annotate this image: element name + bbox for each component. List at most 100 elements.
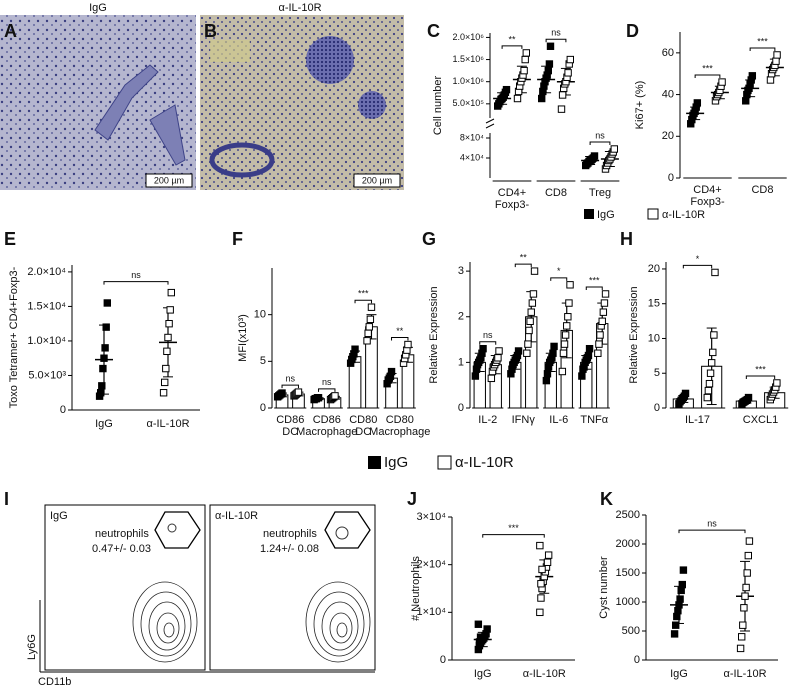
contour [132, 581, 198, 663]
data-point [103, 299, 111, 307]
data-point [367, 303, 376, 311]
event-cluster [167, 523, 177, 533]
significance-bracket [749, 47, 776, 51]
panel-letter: G [422, 229, 436, 249]
data-point [558, 91, 567, 99]
y-tick-label: 40 [662, 88, 674, 100]
data-point [513, 94, 522, 103]
y-tick-label: 2×10⁴ [416, 559, 446, 571]
x-tick-label: IL-6 [549, 414, 568, 426]
significance-bracket [745, 375, 776, 379]
data-point [495, 347, 503, 355]
panel-letter: F [232, 229, 243, 249]
significance-label: ns [131, 270, 141, 280]
y-axis-label: Relative Expression [628, 286, 640, 383]
data-point [527, 308, 535, 316]
x-tick-label: CXCL1 [743, 414, 778, 426]
significance-bracket [545, 38, 567, 43]
gate [154, 511, 201, 549]
significance-bracket [482, 534, 545, 538]
significance-label: ** [396, 326, 404, 336]
y-tick-label: 5.0×10³ [28, 369, 66, 381]
significance-bracket [550, 277, 568, 281]
y-tick-label: 20 [648, 263, 660, 275]
flow-plot: α-IL-10R neutrophils 1.24+/- 0.08 [209, 504, 376, 671]
data-point [578, 372, 586, 380]
data-point [560, 340, 569, 348]
panel-letter: K [600, 489, 613, 509]
data-point [679, 566, 688, 574]
y-axis-label: Ly6G [26, 634, 38, 660]
x-tick-label: IgG [670, 668, 688, 680]
legend-swatch [437, 455, 452, 470]
significance-label: ** [520, 253, 528, 263]
data-point [738, 633, 746, 641]
gate [324, 511, 371, 549]
legend-swatch [368, 456, 381, 469]
data-point [525, 326, 533, 335]
panel-letter: A [4, 21, 17, 41]
y-tick-label: 5.0×10⁵ [452, 98, 484, 108]
y-tick-label: 0 [458, 402, 464, 414]
data-point [536, 541, 544, 550]
contour [163, 622, 175, 638]
data-point [102, 323, 110, 331]
x-tick-label: IL-2 [478, 414, 497, 426]
significance-label: * [696, 254, 700, 264]
data-point [772, 57, 780, 65]
data-point [523, 349, 531, 357]
contour [156, 612, 180, 644]
data-point [745, 537, 754, 545]
y-axis-label: Ki67+ (%) [634, 81, 646, 130]
panel-letter: C [427, 21, 440, 41]
significance-label: ns [322, 377, 332, 387]
image-b: α-IL-10R B 200 µm [200, 2, 404, 190]
infiltrate [306, 36, 354, 84]
y-tick-label: 0 [60, 404, 66, 416]
data-point [514, 347, 523, 355]
scale-box [353, 173, 401, 188]
data-point [550, 342, 558, 351]
scale-bar: 200 µm [362, 175, 392, 185]
data-point [561, 331, 570, 339]
data-point [537, 580, 545, 588]
y-tick-label: 0 [634, 654, 640, 666]
data-point [670, 630, 679, 638]
data-point [748, 72, 757, 80]
y-tick-label: 2.0×10⁶ [453, 32, 485, 42]
data-point [521, 55, 529, 64]
contour [336, 622, 348, 638]
infiltrate [358, 91, 386, 119]
significance-bracket [585, 286, 603, 290]
x-tick-label: CD4+ Foxp3- [495, 187, 530, 211]
data-point [542, 376, 551, 385]
scale-box [145, 173, 193, 188]
y-axis-label: Toxo Tetramer+ CD4+Foxp3- [8, 266, 20, 408]
data-point [766, 76, 775, 84]
axis-break [485, 123, 495, 129]
y-axis-label: MFI(x10³) [237, 314, 249, 362]
significance-label: *** [358, 289, 369, 299]
plot-title: IgG [50, 510, 68, 522]
y-tick-label: 1.0×10⁶ [453, 76, 485, 86]
data-point [479, 344, 487, 353]
data-point [558, 367, 567, 376]
data-point [736, 644, 745, 653]
data-point [538, 565, 546, 574]
y-tick-label: 3×10⁴ [416, 511, 446, 523]
data-point [773, 51, 781, 59]
data-point [595, 340, 603, 348]
data-point [566, 281, 574, 289]
data-point [545, 60, 554, 68]
panel-letter: I [4, 489, 9, 509]
significance-label: ns [595, 130, 605, 140]
significance-bracket [103, 281, 169, 285]
data-point [546, 42, 555, 50]
data-point [543, 370, 552, 378]
legend-label: IgG [384, 454, 408, 471]
contour [329, 612, 353, 644]
gate-percent: 0.47+/- 0.03 [92, 543, 151, 555]
data-point [159, 389, 168, 397]
legend-swatch [584, 209, 594, 219]
y-tick-label: 5 [260, 355, 266, 367]
